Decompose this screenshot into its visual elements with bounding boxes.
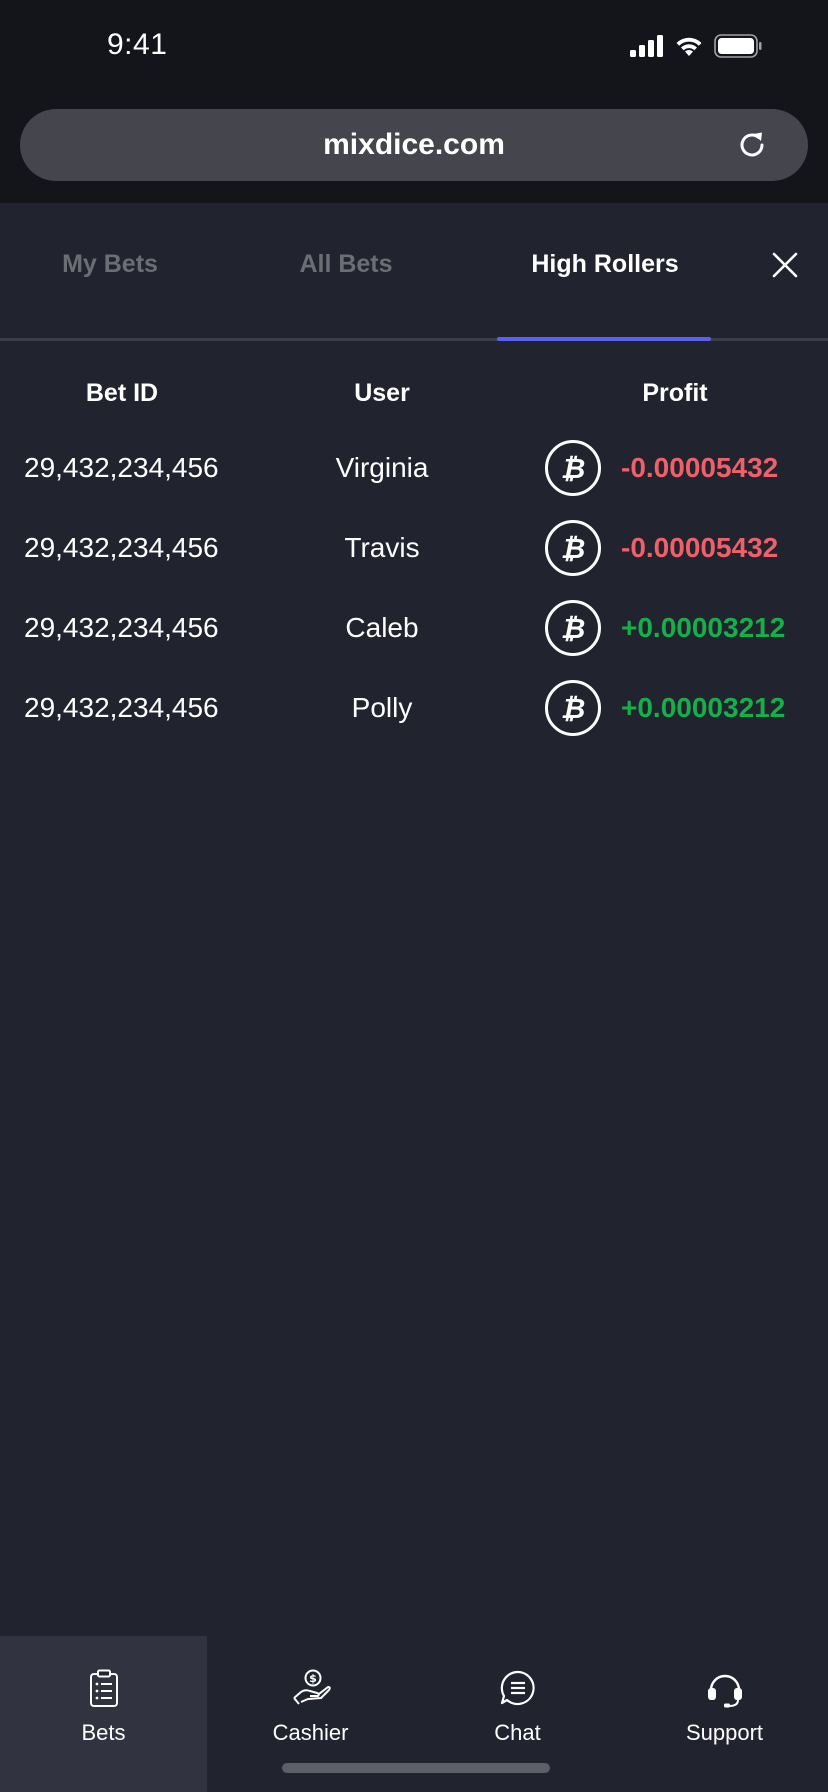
- nav-bets-label: Bets: [81, 1720, 126, 1745]
- tab-high-rollers[interactable]: High Rollers: [531, 250, 679, 278]
- header-bet-id: Bet ID: [85, 379, 159, 407]
- chat-icon: [500, 1670, 535, 1706]
- svg-text:₿: ₿: [561, 612, 586, 645]
- active-tab-indicator: [497, 337, 711, 341]
- bets-table: 29,432,234,456 Virginia ₿ -0.00005432 29…: [0, 428, 828, 748]
- table-row[interactable]: 29,432,234,456 Caleb ₿ +0.00003212: [0, 588, 828, 668]
- nav-support-label: Support: [685, 1720, 764, 1745]
- status-icons: [630, 32, 762, 60]
- url-text: mixdice.com: [323, 128, 505, 161]
- headset-icon: [707, 1674, 742, 1708]
- close-icon[interactable]: [770, 250, 800, 280]
- header-user: User: [354, 379, 410, 407]
- bet-profit: +0.00003212: [621, 692, 786, 723]
- bet-user: Virginia: [335, 452, 429, 483]
- wifi-icon: [676, 37, 702, 56]
- svg-text:$: $: [309, 1672, 317, 1685]
- bet-id: 29,432,234,456: [24, 452, 219, 483]
- bets-tabs: My Bets All Bets High Rollers: [0, 203, 828, 341]
- bitcoin-icon: ₿: [545, 600, 601, 656]
- bet-user: Travis: [344, 532, 420, 563]
- bitcoin-icon: ₿: [545, 520, 601, 576]
- clipboard-icon: [89, 1669, 118, 1707]
- svg-text:₿: ₿: [561, 452, 586, 485]
- svg-text:₿: ₿: [561, 692, 586, 725]
- tab-divider: [0, 338, 828, 341]
- bet-user: Caleb: [345, 612, 419, 643]
- cashier-icon: $: [292, 1669, 331, 1705]
- table-row[interactable]: 29,432,234,456 Travis ₿ -0.00005432: [0, 508, 828, 588]
- home-indicator: [282, 1763, 550, 1773]
- bottom-nav: Bets $ Cashier Chat: [0, 1636, 828, 1792]
- bet-profit: +0.00003212: [621, 612, 786, 643]
- bet-id: 29,432,234,456: [24, 532, 219, 563]
- nav-support[interactable]: Support: [621, 1636, 828, 1792]
- nav-chat[interactable]: Chat: [414, 1636, 621, 1792]
- table-row[interactable]: 29,432,234,456 Polly ₿ +0.00003212: [0, 668, 828, 748]
- nav-chat-label: Chat: [494, 1720, 541, 1745]
- tab-all-bets[interactable]: All Bets: [299, 250, 393, 278]
- table-header: Bet ID User Profit: [0, 370, 828, 416]
- bitcoin-icon: ₿: [545, 680, 601, 736]
- bet-profit: -0.00005432: [621, 532, 779, 563]
- status-time: 9:41: [107, 28, 168, 61]
- bet-id: 29,432,234,456: [24, 692, 219, 723]
- bet-user: Polly: [351, 692, 413, 723]
- tab-my-bets[interactable]: My Bets: [62, 250, 158, 278]
- nav-bets[interactable]: Bets: [0, 1636, 207, 1792]
- bitcoin-icon: ₿: [545, 440, 601, 496]
- browser-chrome: 9:41 mixdice.com: [0, 0, 828, 203]
- table-row[interactable]: 29,432,234,456 Virginia ₿ -0.00005432: [0, 428, 828, 508]
- battery-icon: [714, 34, 762, 58]
- signal-icon: [630, 35, 663, 57]
- url-bar[interactable]: mixdice.com: [20, 109, 808, 181]
- bet-id: 29,432,234,456: [24, 612, 219, 643]
- nav-cashier-label: Cashier: [272, 1720, 349, 1745]
- reload-icon[interactable]: [736, 129, 768, 161]
- svg-text:₿: ₿: [561, 532, 586, 565]
- nav-cashier[interactable]: $ Cashier: [207, 1636, 414, 1792]
- bet-profit: -0.00005432: [621, 452, 779, 483]
- header-profit: Profit: [642, 379, 708, 407]
